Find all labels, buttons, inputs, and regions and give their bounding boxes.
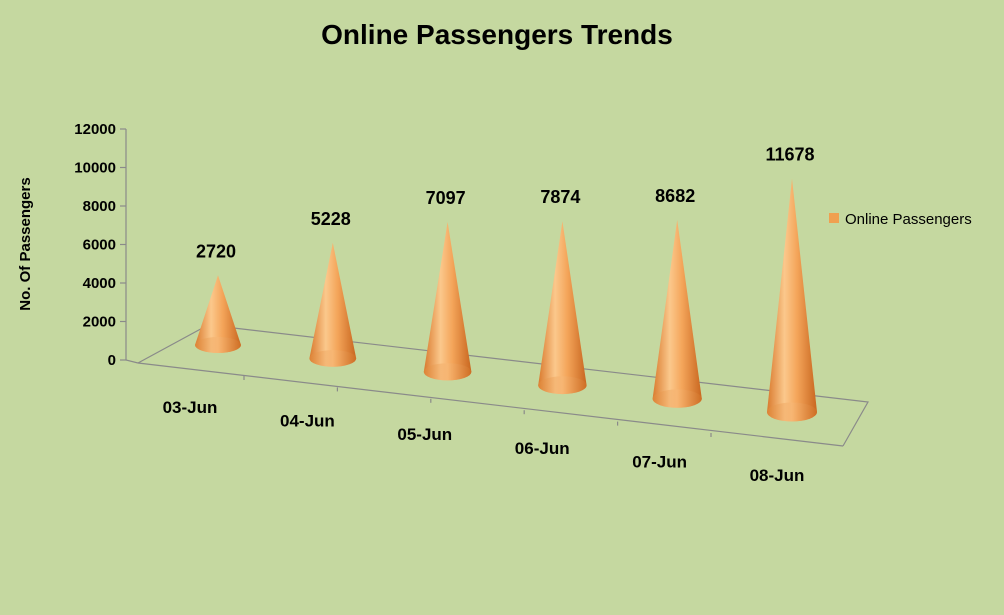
y-tick-label: 0 xyxy=(108,352,116,369)
cone-body xyxy=(309,242,357,367)
y-tick-label: 6000 xyxy=(83,237,116,254)
x-tick-label: 07-Jun xyxy=(632,452,687,471)
data-label: 2720 xyxy=(196,241,236,261)
data-label: 8682 xyxy=(655,186,695,206)
cone-body xyxy=(767,178,817,422)
cone-base xyxy=(538,376,587,395)
cone-body xyxy=(195,275,241,353)
x-tick-label: 03-Jun xyxy=(163,398,218,417)
data-label: 7097 xyxy=(426,188,466,208)
x-tick-label: 05-Jun xyxy=(397,425,452,444)
cone-base xyxy=(309,350,357,367)
y-tick-label: 2000 xyxy=(83,314,116,331)
y-axis-label: No. Of Passengers xyxy=(17,177,34,310)
x-tick-label: 08-Jun xyxy=(750,466,805,485)
y-ticks: 0 2000 4000 6000 8000 10000 12000 xyxy=(74,121,126,369)
data-label: 11678 xyxy=(765,144,814,164)
data-label: 7874 xyxy=(540,187,580,207)
legend-swatch xyxy=(829,213,839,223)
x-ticks: 03-Jun 04-Jun 05-Jun 06-Jun 07-Jun 08-Jun xyxy=(163,376,805,485)
y-tick-label: 4000 xyxy=(83,275,116,292)
x-tick-label: 06-Jun xyxy=(515,439,570,458)
cone-07-Jun: 8682 xyxy=(652,186,702,408)
legend: Online Passengers xyxy=(829,211,972,228)
axes xyxy=(125,129,869,447)
cone-05-Jun: 7097 xyxy=(423,188,472,381)
chart-title: Online Passengers Trends xyxy=(321,19,673,50)
floor-front-edge xyxy=(137,362,844,447)
cone-03-Jun: 2720 xyxy=(195,241,241,353)
legend-label: Online Passengers xyxy=(845,211,972,228)
cone-body xyxy=(423,222,472,381)
cone-04-Jun: 5228 xyxy=(309,209,357,367)
cone-base xyxy=(767,402,817,422)
cone-base xyxy=(195,337,241,353)
cone-base xyxy=(652,389,702,408)
cone-body xyxy=(538,221,587,395)
series-cones: 2720 5228 7097 7874 8682 11678 xyxy=(195,144,817,422)
floor-join xyxy=(125,359,139,364)
cone-base xyxy=(423,363,472,381)
x-tick-label: 04-Jun xyxy=(280,412,335,431)
y-tick-label: 12000 xyxy=(74,121,116,138)
y-axis-title: No. Of Passengers xyxy=(17,177,34,310)
y-tick-label: 10000 xyxy=(74,160,116,177)
floor-left-edge xyxy=(137,324,209,364)
cone-body xyxy=(652,219,702,408)
cone-06-Jun: 7874 xyxy=(538,187,587,395)
y-tick-label: 8000 xyxy=(83,198,116,215)
cone-08-Jun: 11678 xyxy=(765,144,817,422)
data-label: 5228 xyxy=(311,209,351,229)
